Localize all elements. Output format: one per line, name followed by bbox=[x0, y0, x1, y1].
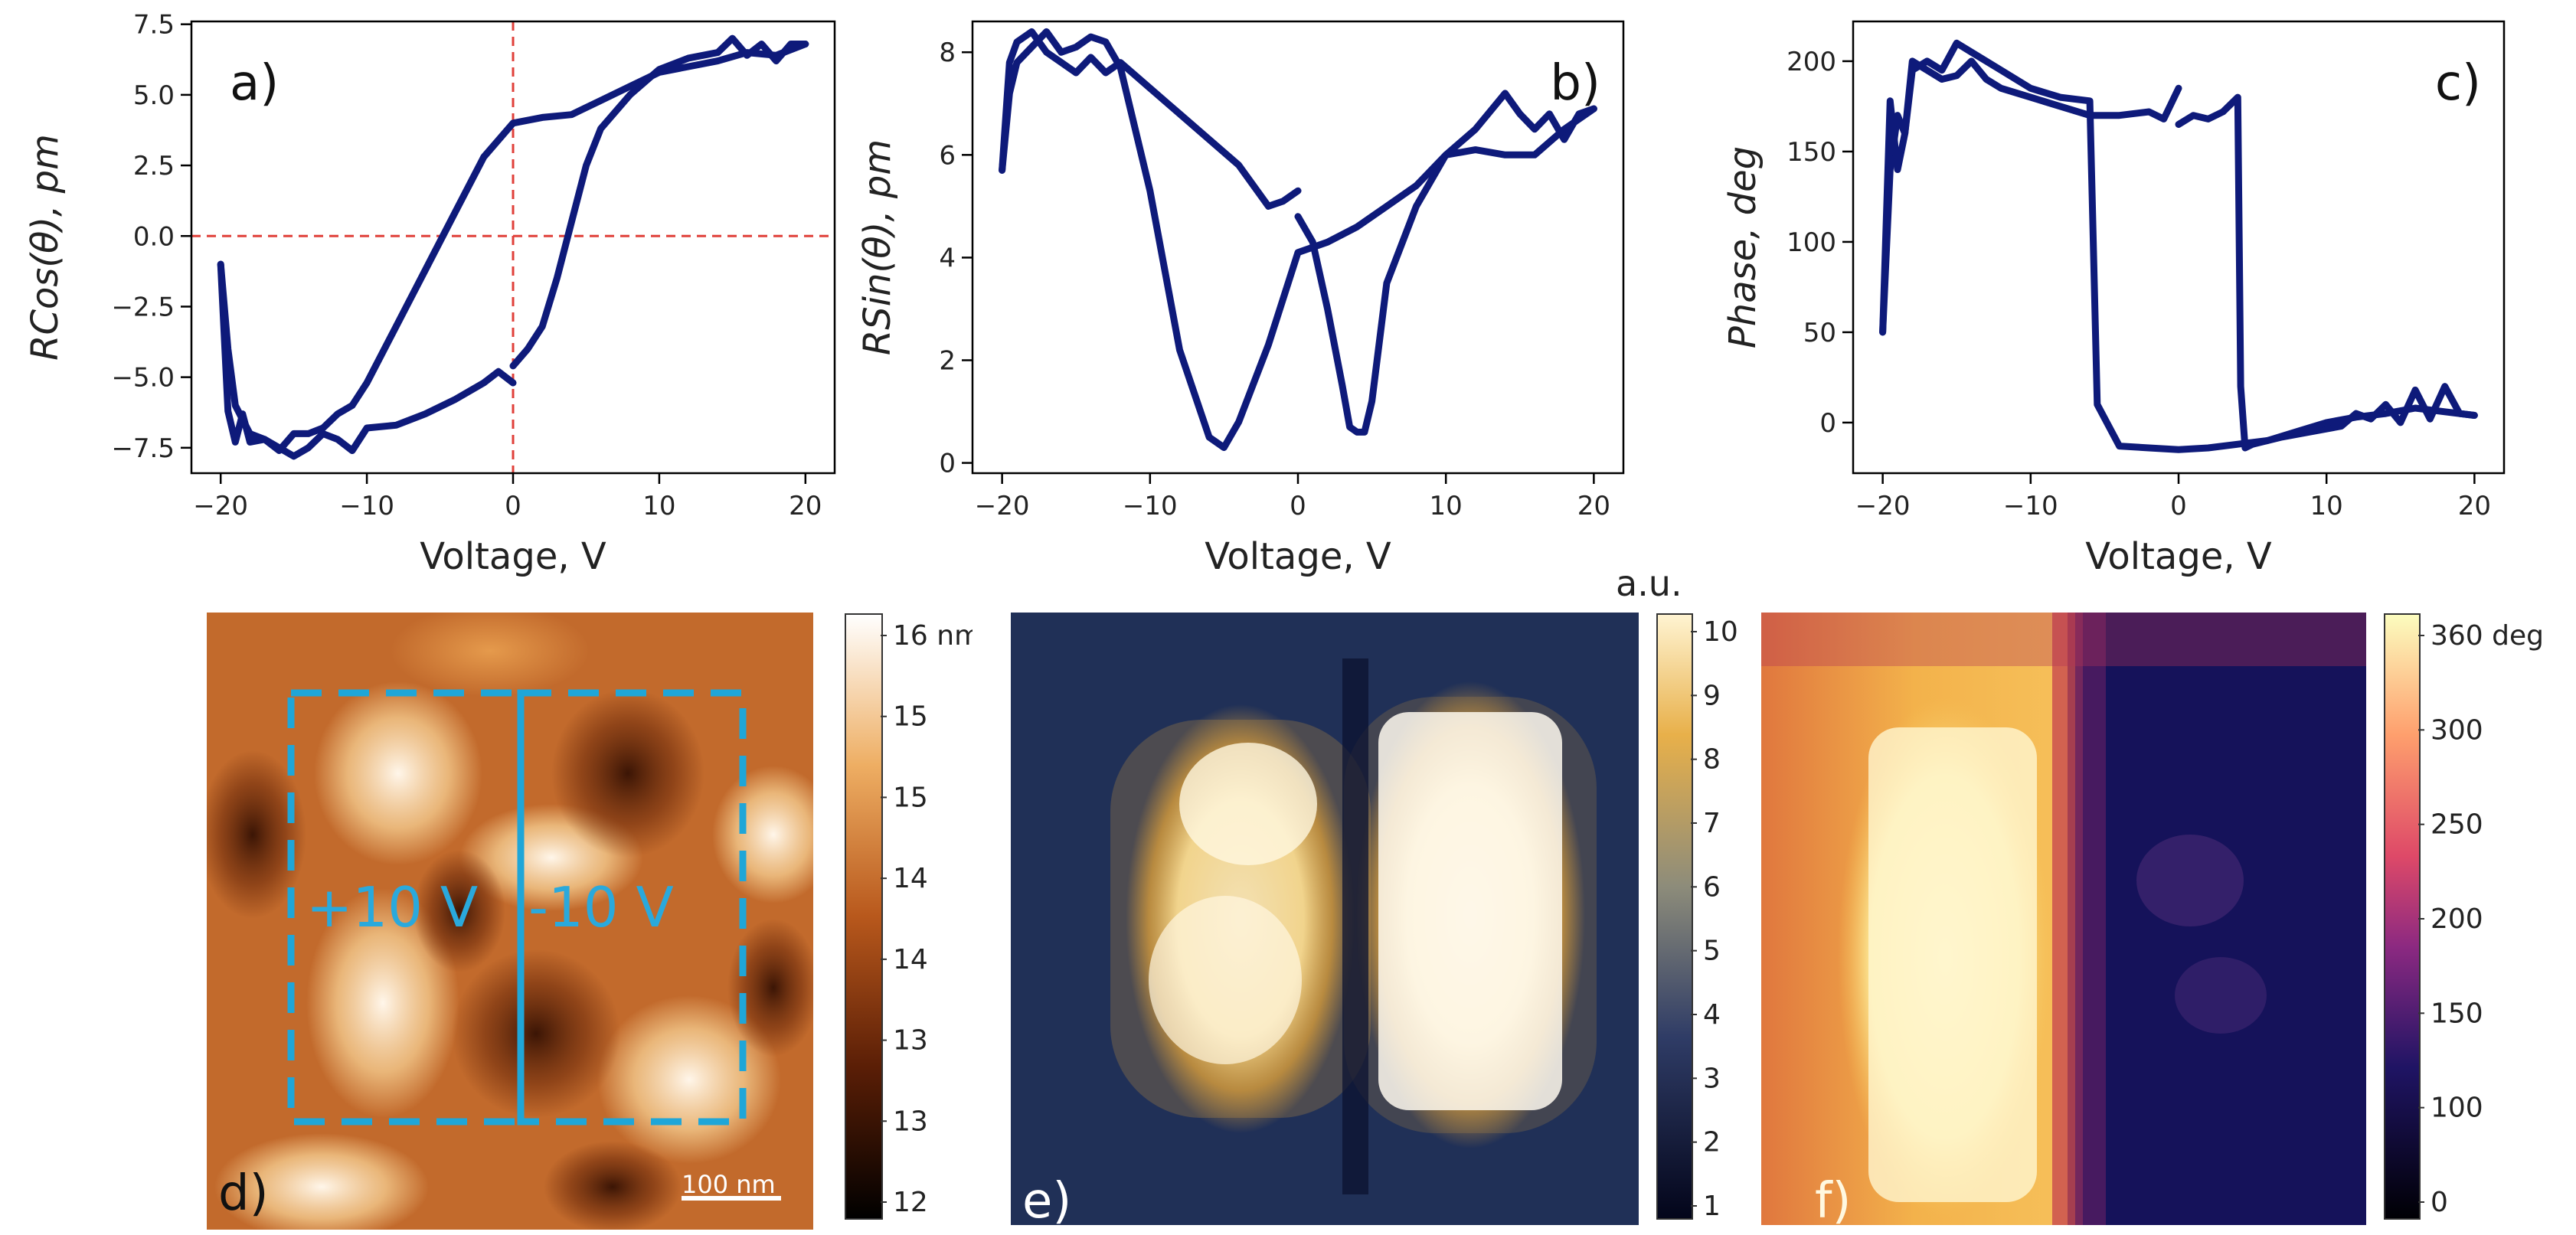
phase-map bbox=[1761, 613, 2366, 1225]
colorbar-tick-label: 200 bbox=[2431, 903, 2483, 935]
x-tick-label: 10 bbox=[2310, 491, 2343, 521]
y-tick-label: 150 bbox=[1787, 137, 1836, 168]
colorbar-tick-label: 9 bbox=[1703, 680, 1721, 711]
y-tick-label: −7.5 bbox=[111, 433, 175, 464]
x-tick-label: −10 bbox=[2003, 491, 2058, 521]
series-line-2 bbox=[1879, 57, 2182, 336]
colorbar-tick-label: 150 bbox=[2431, 998, 2483, 1029]
series-line-0 bbox=[2175, 93, 2478, 452]
y-tick-label: 0.0 bbox=[133, 221, 175, 252]
y-tick-label: 200 bbox=[1787, 47, 1836, 77]
series-line-0 bbox=[1294, 90, 1597, 436]
series-line-2 bbox=[999, 28, 1302, 210]
colorbar-tick-label: 1 bbox=[1703, 1191, 1721, 1222]
colorbar-tick-label: 5 bbox=[1703, 936, 1721, 967]
colorbar-tick-label: 4 bbox=[1703, 999, 1721, 1031]
scale-bar-label: 100 nm bbox=[682, 1170, 776, 1199]
colorbar-tick-label: 3 bbox=[1703, 1063, 1721, 1094]
colorbar-tick-label: 8 bbox=[1703, 744, 1721, 776]
series-line-1 bbox=[1879, 39, 2478, 453]
colorbar-tick-label: 100 bbox=[2431, 1093, 2483, 1124]
x-axis-label: Voltage, V bbox=[1205, 535, 1391, 578]
y-tick-label: 2 bbox=[939, 346, 956, 377]
y-tick-label: 100 bbox=[1787, 227, 1836, 258]
y-tick-label: 6 bbox=[939, 140, 956, 171]
y-axis-label: RCos(θ), pm bbox=[24, 134, 67, 361]
panel-letter: b) bbox=[1550, 55, 1600, 112]
panel-letter: a) bbox=[230, 55, 279, 112]
label-plus-10v: +10 V bbox=[306, 875, 478, 939]
colorbar-tick-label: 0 bbox=[2431, 1187, 2448, 1218]
topography-map bbox=[207, 613, 813, 1230]
colorbar-e-title: a.u. bbox=[1616, 563, 1682, 604]
amplitude-map bbox=[1011, 613, 1639, 1225]
y-axis-label: RSin(θ), pm bbox=[856, 139, 899, 355]
panel-f: f) bbox=[1761, 613, 2366, 1230]
x-tick-label: 20 bbox=[2458, 491, 2491, 521]
x-tick-label: −10 bbox=[1123, 491, 1178, 521]
x-tick-label: −20 bbox=[975, 491, 1030, 521]
x-tick-label: 10 bbox=[642, 491, 675, 521]
y-tick-label: −2.5 bbox=[111, 292, 175, 322]
y-tick-label: −5.0 bbox=[111, 363, 175, 394]
x-tick-label: −20 bbox=[1855, 491, 1911, 521]
y-tick-label: 8 bbox=[939, 38, 956, 68]
x-tick-label: 0 bbox=[1290, 491, 1306, 521]
colorbar-e-panel: 10 9 8 7 6 5 4 3 2 1 bbox=[1656, 613, 1738, 1222]
colorbar-f-gradient bbox=[2384, 613, 2421, 1220]
colorbar-tick-label: 15 bbox=[893, 782, 928, 813]
colorbar-tick-label: 7 bbox=[1703, 808, 1721, 839]
colorbar-tick-label: 2 bbox=[1703, 1127, 1721, 1158]
panel-letter-e: e) bbox=[1022, 1173, 1071, 1230]
colorbar-tick-label: 12 bbox=[893, 1187, 928, 1218]
colorbar-d-gradient bbox=[845, 613, 883, 1220]
x-tick-label: −10 bbox=[339, 491, 394, 521]
x-tick-label: 10 bbox=[1430, 491, 1463, 521]
x-tick-label: 0 bbox=[2170, 491, 2187, 521]
x-tick-label: 0 bbox=[505, 491, 521, 521]
series-line-2 bbox=[217, 260, 517, 460]
colorbar-tick-label: 360 deg bbox=[2431, 620, 2544, 652]
y-tick-label: 7.5 bbox=[133, 10, 175, 41]
y-tick-label: 5.0 bbox=[133, 80, 175, 111]
y-tick-label: 4 bbox=[939, 243, 956, 273]
panel-letter-f: f) bbox=[1815, 1173, 1852, 1230]
colorbar-tick-label: 13 bbox=[893, 1106, 928, 1137]
colorbar-tick-label: 14 bbox=[893, 944, 928, 975]
colorbar-tick-label: 10 bbox=[1703, 616, 1738, 648]
colorbar-tick-label: 6 bbox=[1703, 871, 1721, 903]
colorbar-d-panel: 16 nm 15 15 14 14 13 13 12 bbox=[845, 613, 973, 1220]
series-line-1 bbox=[217, 41, 809, 454]
colorbar-tick-label: 15 bbox=[893, 701, 928, 733]
y-tick-label: 0 bbox=[1819, 408, 1836, 439]
x-tick-label: 20 bbox=[1577, 491, 1610, 521]
y-tick-label: 50 bbox=[1803, 318, 1836, 348]
panel-e: e) bbox=[1011, 613, 1639, 1230]
x-axis-label: Voltage, V bbox=[2085, 535, 2272, 578]
colorbar-tick-label: 250 bbox=[2431, 809, 2483, 841]
x-tick-label: 20 bbox=[789, 491, 822, 521]
box-negative bbox=[517, 689, 747, 1126]
plot-frame bbox=[971, 20, 1625, 475]
panel-letter-d: d) bbox=[218, 1165, 269, 1222]
x-tick-label: −20 bbox=[193, 491, 248, 521]
colorbar-f-panel: 360 deg 300 250 200 150 100 0 bbox=[2384, 613, 2544, 1220]
series-line-1 bbox=[999, 28, 1597, 451]
colorbar-tick-label: 16 nm bbox=[893, 620, 973, 652]
y-tick-label: 2.5 bbox=[133, 151, 175, 181]
series-line-0 bbox=[509, 34, 809, 370]
panel-letter: c) bbox=[2435, 55, 2481, 112]
colorbar-tick-label: 300 bbox=[2431, 714, 2483, 746]
colorbar-tick-label: 13 bbox=[893, 1025, 928, 1057]
colorbar-tick-label: 14 bbox=[893, 863, 928, 894]
plot-a: −20 −10 0 10 20 −7.5 −5.0 −2.5 0.0 2.5 5.0 7.5 Volta… bbox=[24, 10, 836, 578]
colorbar-e-gradient bbox=[1656, 613, 1693, 1220]
label-minus-10v: -10 V bbox=[528, 875, 674, 939]
x-axis-label: Voltage, V bbox=[420, 535, 606, 578]
y-tick-label: 0 bbox=[939, 449, 956, 479]
y-axis-label: Phase, deg bbox=[1721, 146, 1764, 348]
panel-d: +10 V -10 V 100 nm d) bbox=[207, 613, 813, 1230]
plot-b: −20 −10 0 10 20 0 2 4 6 8 Voltage, V RSin(θ), pm b) bbox=[856, 20, 1625, 578]
